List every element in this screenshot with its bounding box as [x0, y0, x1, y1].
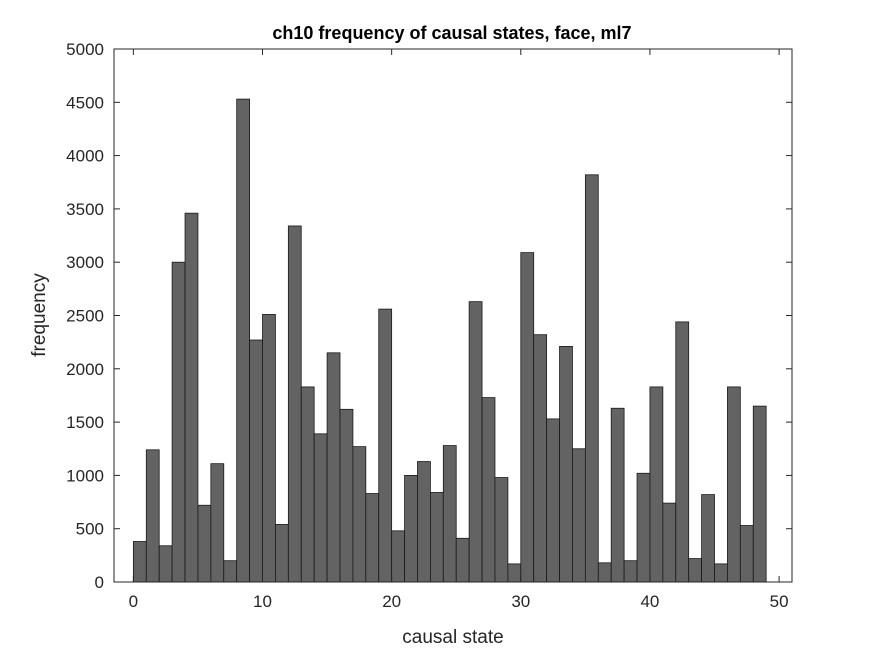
y-tick-label: 0 [95, 573, 104, 592]
histogram-bar [739, 525, 754, 583]
histogram-bar [339, 408, 354, 583]
chart-title: ch10 frequency of causal states, face, m… [272, 23, 631, 43]
histogram-bar [300, 386, 315, 583]
histogram-bar [481, 397, 496, 583]
histogram-bar [559, 346, 573, 583]
histogram-bar [623, 560, 638, 583]
histogram-bar [597, 562, 612, 583]
y-tick-label: 3500 [66, 200, 104, 219]
histogram-bar [649, 386, 664, 583]
y-tick-label: 4500 [66, 93, 104, 112]
histogram-bar [584, 174, 599, 583]
histogram-bar [223, 560, 238, 583]
x-tick-label: 10 [253, 592, 272, 611]
histogram-bar [313, 433, 328, 583]
x-tick-label: 20 [382, 592, 401, 611]
histogram-bar [158, 545, 173, 583]
histogram-bar [546, 418, 560, 583]
histogram-bar [262, 314, 276, 583]
histogram-bar [455, 537, 470, 583]
histogram-bar [752, 405, 767, 583]
histogram-bar [662, 502, 677, 583]
histogram-bar [727, 386, 741, 583]
histogram-bar [404, 474, 418, 583]
y-axis-ticks: 0 500 1000 1500 2000 2500 3000 3500 4000 4500 5000 [66, 40, 792, 592]
y-axis-label: frequency [29, 273, 50, 357]
histogram-bar [533, 334, 548, 583]
histogram-bar [275, 524, 289, 583]
y-tick-label: 1500 [66, 413, 104, 432]
histogram-bar [714, 563, 728, 583]
y-tick-label: 2500 [66, 307, 104, 326]
y-tick-label: 4000 [66, 147, 104, 166]
histogram-bar [675, 321, 690, 583]
histogram-bar [287, 225, 302, 583]
histogram-bar [210, 463, 225, 583]
histogram-bar [688, 558, 703, 583]
histogram-bar [378, 308, 393, 583]
y-tick-label: 5000 [66, 40, 104, 59]
y-tick-label: 500 [76, 520, 104, 539]
histogram-bar [572, 448, 586, 583]
x-axis-ticks: 0 10 20 30 40 50 [129, 49, 789, 611]
x-tick-label: 40 [640, 592, 659, 611]
histogram-bar [636, 472, 651, 583]
y-tick-label: 3000 [66, 253, 104, 272]
histogram-bar [326, 352, 341, 583]
histogram-bar [236, 98, 251, 583]
histogram-bar [494, 477, 509, 583]
histogram-bar [365, 493, 380, 583]
histogram-bar [701, 494, 715, 583]
y-tick-label: 1000 [66, 466, 104, 485]
x-tick-label: 30 [511, 592, 530, 611]
histogram-bar [417, 461, 431, 583]
histogram-bar [391, 530, 405, 583]
x-tick-label: 50 [770, 592, 789, 611]
histogram-bar [468, 301, 483, 583]
histogram-bar [171, 261, 186, 583]
histogram-bar [520, 252, 535, 583]
histogram-bar [197, 504, 212, 583]
histogram-bar [145, 449, 160, 583]
histogram-bar [442, 445, 457, 583]
histogram-bar [132, 541, 147, 583]
histogram-bar [352, 446, 367, 583]
x-tick-label: 0 [129, 592, 138, 611]
histogram-bar [184, 212, 199, 583]
histogram-bar [507, 563, 522, 583]
y-tick-label: 2000 [66, 360, 104, 379]
histogram-bar [249, 339, 263, 583]
histogram-bar [610, 407, 625, 583]
x-axis-label: causal state [402, 627, 503, 648]
histogram-bar [429, 492, 444, 583]
